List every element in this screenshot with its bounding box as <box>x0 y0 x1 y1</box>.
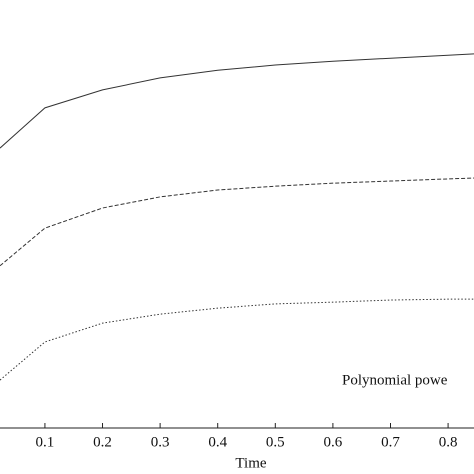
data-line <box>0 177 474 267</box>
x-tick-label: 0.5 <box>266 434 285 450</box>
x-axis-label: Time <box>235 455 266 471</box>
data-line <box>0 53 474 149</box>
x-tick-label: 0.4 <box>208 434 227 450</box>
x-tick-label: 0.1 <box>36 434 55 450</box>
data-line <box>0 298 474 381</box>
x-tick-label: 0.3 <box>151 434 170 450</box>
x-tick-label: 0.2 <box>93 434 112 450</box>
x-tick-label: 0.6 <box>324 434 343 450</box>
x-tick-label: 0.8 <box>439 434 458 450</box>
x-tick-label: 0.7 <box>381 434 400 450</box>
annotation: Polynomial powe <box>342 372 448 388</box>
